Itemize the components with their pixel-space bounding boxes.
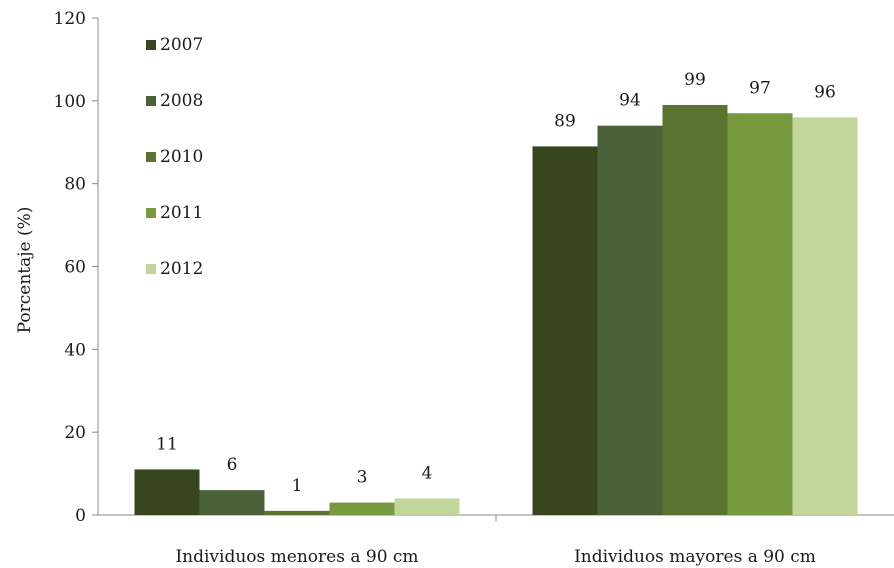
bar-2008-1 bbox=[199, 490, 265, 515]
y-tick-label: 100 bbox=[54, 92, 86, 112]
data-label: 94 bbox=[619, 91, 641, 111]
y-tick-label: 40 bbox=[64, 340, 86, 360]
legend-swatch bbox=[146, 152, 156, 162]
bar-2007-1 bbox=[134, 469, 200, 515]
legend-label: 2007 bbox=[160, 35, 203, 55]
category-label: Individuos menores a 90 cm bbox=[175, 547, 418, 567]
legend-label: 2011 bbox=[160, 203, 203, 223]
y-tick-label: 0 bbox=[75, 506, 86, 526]
y-tick-label: 60 bbox=[64, 258, 86, 278]
legend: 2007 2008 2010 2011 2012 bbox=[146, 35, 203, 279]
data-label: 6 bbox=[227, 455, 238, 475]
legend-swatch bbox=[146, 264, 156, 274]
bar-2010-1 bbox=[264, 510, 330, 515]
data-label: 97 bbox=[749, 78, 771, 98]
data-label: 11 bbox=[156, 434, 178, 454]
data-label: 99 bbox=[684, 70, 706, 90]
legend-swatch bbox=[146, 40, 156, 50]
bars bbox=[134, 104, 858, 516]
data-label: 3 bbox=[357, 468, 368, 488]
y-tick-label: 20 bbox=[64, 423, 86, 443]
legend-swatch bbox=[146, 96, 156, 106]
data-label: 1 bbox=[292, 476, 303, 496]
y-axis-title: Porcentaje (%) bbox=[15, 207, 35, 334]
legend-label: 2008 bbox=[160, 91, 203, 111]
bar-2008-2 bbox=[597, 125, 663, 515]
bar-2012-1 bbox=[394, 498, 460, 515]
category-labels: Individuos menores a 90 cm Individuos may… bbox=[175, 547, 815, 567]
y-tick-label: 120 bbox=[54, 9, 86, 29]
bar-2012-2 bbox=[792, 117, 858, 516]
bar-2007-2 bbox=[532, 146, 598, 515]
bar-2010-2 bbox=[662, 104, 728, 515]
legend-label: 2012 bbox=[160, 259, 203, 279]
bar-2011-1 bbox=[329, 502, 395, 515]
legend-label: 2010 bbox=[160, 147, 203, 167]
legend-swatch bbox=[146, 208, 156, 218]
data-label: 96 bbox=[814, 82, 836, 102]
data-labels: 11 6 1 3 4 89 94 99 97 96 bbox=[156, 70, 836, 496]
y-tick-label: 80 bbox=[64, 175, 86, 195]
bar-2011-2 bbox=[727, 113, 793, 515]
data-label: 89 bbox=[554, 111, 576, 131]
category-label: Individuos mayores a 90 cm bbox=[574, 547, 816, 567]
data-label: 4 bbox=[422, 463, 433, 483]
